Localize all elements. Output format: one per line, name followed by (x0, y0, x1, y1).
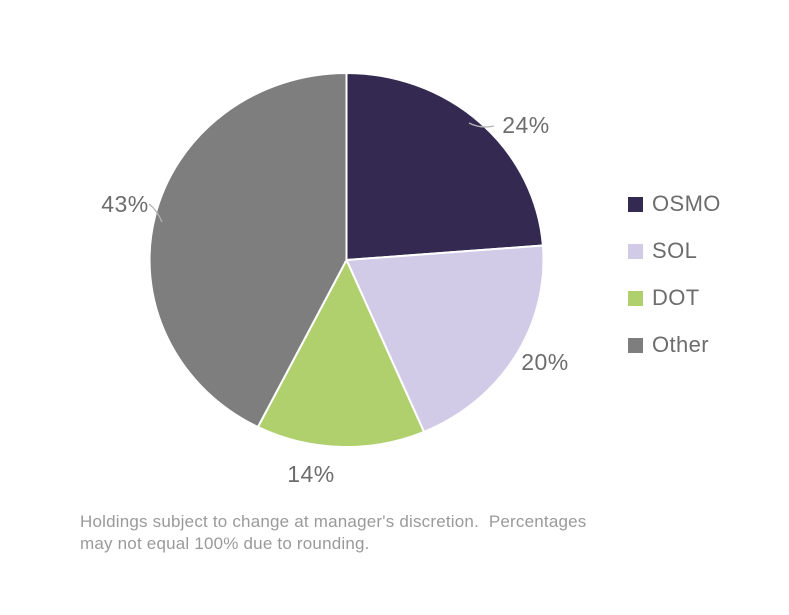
legend-label-other: Other (652, 332, 710, 357)
slice-label-osmo: 24% (502, 112, 550, 138)
legend-label-osmo: OSMO (652, 191, 721, 216)
legend-item-dot: DOT (628, 284, 721, 312)
legend-item-sol: SOL (628, 237, 721, 265)
legend-swatch-dot (628, 290, 643, 306)
pie-slice-other (148, 72, 348, 428)
legend-item-other: Other (628, 331, 721, 359)
legend-label-dot: DOT (652, 285, 700, 310)
pie-slice-osmo (345, 72, 544, 261)
label-leader-line-osmo (468, 122, 495, 128)
legend-swatch-sol (628, 243, 643, 259)
legend-swatch-other (628, 337, 643, 353)
footnote-text: Holdings subject to change at manager's … (80, 512, 587, 553)
slice-label-other: 43% (101, 191, 149, 217)
legend: OSMO SOL DOT Other (628, 190, 721, 378)
legend-label-sol: SOL (652, 238, 698, 263)
pie-slice-sol (345, 244, 545, 433)
pie-slice-dot (256, 259, 425, 448)
legend-item-osmo: OSMO (628, 190, 721, 218)
slice-label-dot: 14% (287, 461, 335, 487)
legend-swatch-osmo (628, 196, 643, 212)
label-leader-line-other (148, 203, 163, 223)
slice-label-sol: 20% (521, 349, 569, 375)
